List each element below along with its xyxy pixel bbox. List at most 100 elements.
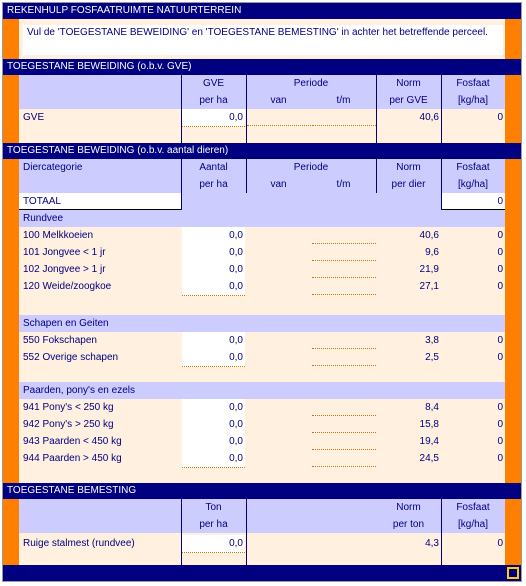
group-rundvee: Rundvee [23, 213, 64, 224]
section-dieren-title: TOEGESTANE BEWEIDING (o.b.v. aantal dier… [3, 143, 521, 159]
row-label: 101 Jongvee < 1 jr [23, 247, 106, 258]
bemesting-body [19, 533, 505, 565]
tm-input[interactable] [312, 227, 376, 244]
totaal-value: 0 [497, 196, 503, 207]
side-accent [3, 499, 19, 565]
row-norm: 9,6 [425, 247, 439, 258]
side-accent [3, 159, 19, 483]
group-header [19, 210, 505, 227]
aantal-input[interactable]: 0,0 [182, 261, 245, 279]
group-header [19, 382, 505, 399]
ton-input[interactable]: 0,0 [182, 535, 245, 553]
tm-input[interactable] [312, 349, 376, 366]
section-bemesting-title: TOEGESTANE BEMESTING [3, 483, 521, 499]
row-norm: 3,8 [425, 335, 439, 346]
side-accent [3, 19, 19, 59]
sheet-title: REKENHULP FOSFAATRUIMTE NATUURTERREIN [3, 3, 521, 19]
tm-input[interactable] [312, 261, 376, 278]
aantal-input[interactable]: 0,0 [182, 244, 245, 262]
aantal-input[interactable]: 0,0 [182, 450, 245, 468]
row-norm: 24,5 [419, 453, 439, 464]
bemesting-row-label: Ruige stalmest (rundvee) [23, 538, 135, 549]
gve-fosfaat: 0 [497, 112, 503, 123]
group-paarden: Paarden, pony's en ezels [23, 385, 135, 396]
aantal-input[interactable]: 0,0 [182, 278, 245, 296]
row-label: 102 Jongvee > 1 jr [23, 264, 106, 275]
gve-tm-input[interactable] [312, 109, 376, 126]
gve-input[interactable]: 0,0 [182, 109, 245, 127]
row-norm: 27,1 [419, 281, 439, 292]
tm-input[interactable] [312, 433, 376, 450]
row-fosfaat: 0 [497, 453, 503, 464]
row-fosfaat: 0 [497, 230, 503, 241]
row-fosfaat: 0 [497, 436, 503, 447]
col-diercategorie: Diercategorie [23, 162, 83, 173]
col-norm-bot: per ton [392, 519, 425, 530]
aantal-input[interactable]: 0,0 [182, 332, 245, 350]
aantal-input[interactable]: 0,0 [182, 349, 245, 367]
col-fosfaat-top: Fosfaat [456, 502, 490, 513]
tm-input[interactable] [312, 244, 376, 261]
gve-van-input[interactable] [247, 109, 311, 126]
aantal-input[interactable]: 0,0 [182, 433, 245, 451]
col-van: van [270, 179, 287, 190]
tm-input[interactable] [312, 278, 376, 295]
row-fosfaat: 0 [497, 419, 503, 430]
side-accent [505, 159, 521, 483]
aantal-input[interactable]: 0,0 [182, 416, 245, 434]
col-tm: t/m [336, 95, 351, 106]
col-ton-top: Ton [205, 502, 222, 513]
col-norm-bot: per dier [391, 179, 426, 190]
row-norm: 21,9 [419, 264, 439, 275]
row-norm: 40,6 [419, 230, 439, 241]
row-fosfaat: 0 [497, 352, 503, 363]
resize-handle-icon[interactable] [507, 567, 519, 579]
col-norm-top: Norm [396, 502, 421, 513]
row-norm: 8,4 [425, 402, 439, 413]
gve-body [19, 109, 505, 143]
gve-header [19, 75, 505, 109]
tm-input[interactable] [312, 416, 376, 433]
row-fosfaat: 0 [497, 264, 503, 275]
totaal-label: TOTAAL [23, 196, 61, 207]
row-fosfaat: 0 [497, 335, 503, 346]
tm-input[interactable] [312, 399, 376, 416]
row-label: 120 Weide/zoogkoe [23, 281, 112, 292]
row-fosfaat: 0 [497, 402, 503, 413]
tm-input[interactable] [312, 332, 376, 349]
col-fosfaat-bot: [kg/ha] [457, 179, 489, 190]
aantal-input[interactable]: 0,0 [182, 227, 245, 245]
col-fosfaat-top: Fosfaat [456, 162, 490, 173]
row-norm: 2,5 [425, 352, 439, 363]
row-norm: 19,4 [419, 436, 439, 447]
col-gve-top: GVE [202, 78, 225, 89]
col-periode: Periode [293, 78, 329, 89]
tm-input[interactable] [312, 450, 376, 467]
col-ton-bot: per ha [199, 519, 228, 530]
dieren-header [19, 159, 505, 193]
side-accent [505, 75, 521, 143]
col-norm-bot: per GVE [389, 95, 428, 106]
row-norm: 15,8 [419, 419, 439, 430]
col-van: van [270, 95, 287, 106]
calculator-sheet: REKENHULP FOSFAATRUIMTE NATUURTERREIN Vu… [2, 2, 522, 582]
col-aantal-bot: per ha [199, 179, 228, 190]
row-label: 942 Pony's > 250 kg [23, 419, 114, 430]
side-accent [505, 19, 521, 59]
col-fosfaat-top: Fosfaat [456, 78, 490, 89]
row-label: 944 Paarden > 450 kg [23, 453, 122, 464]
aantal-input[interactable]: 0,0 [182, 399, 245, 417]
row-label: 100 Melkkoeien [23, 230, 94, 241]
gve-norm: 40,6 [419, 112, 439, 123]
row-label: 941 Pony's < 250 kg [23, 402, 114, 413]
row-label: 550 Fokschapen [23, 335, 97, 346]
instruction-text: Vul de 'TOEGESTANE BEWEIDING' en 'TOEGES… [23, 25, 503, 55]
col-fosfaat-bot: [kg/ha] [457, 519, 489, 530]
row-label: 552 Overige schapen [23, 352, 119, 363]
row-fosfaat: 0 [497, 281, 503, 292]
col-gve-bot: per ha [199, 95, 228, 106]
bemesting-norm: 4,3 [425, 538, 439, 549]
group-schapen: Schapen en Geiten [23, 318, 109, 329]
col-fosfaat-bot: [kg/ha] [457, 95, 489, 106]
gve-row-label: GVE [23, 112, 45, 123]
